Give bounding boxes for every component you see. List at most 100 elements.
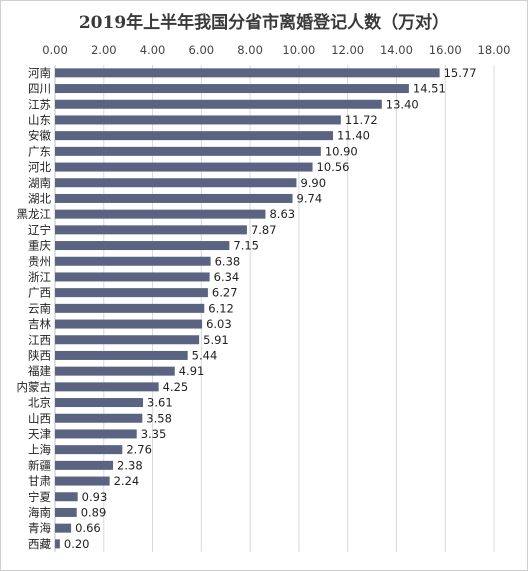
bar [55,539,60,549]
data-label: 9.74 [297,191,323,205]
category-label: 吉林 [28,317,51,331]
bar [55,115,341,125]
x-tick-label: 2.00 [91,43,117,57]
x-tick-label: 16.00 [429,43,462,57]
bar [55,84,409,94]
data-label: 6.34 [214,270,240,284]
category-label: 江西 [28,333,51,347]
category-label: 重庆 [28,239,51,253]
category-label: 贵州 [28,254,51,268]
data-label: 0.93 [82,490,108,504]
bar [55,256,211,266]
category-label: 青海 [28,521,51,535]
bar [55,476,110,486]
category-label: 辽宁 [28,223,51,237]
data-label: 4.25 [163,380,189,394]
category-label: 广西 [28,286,51,300]
bar [55,288,208,298]
data-label: 8.63 [269,207,295,221]
category-label: 北京 [28,396,51,410]
category-label: 上海 [28,443,51,457]
x-tick-label: 12.00 [331,43,364,57]
category-label: 福建 [28,364,51,378]
data-label: 0.20 [64,537,90,551]
bar [55,413,143,423]
data-label: 3.58 [146,411,172,425]
bar [55,303,205,313]
category-label: 广东 [28,144,51,158]
data-label: 5.91 [203,333,229,347]
data-label: 2.76 [126,443,152,457]
data-label: 15.77 [444,66,477,80]
bar [55,272,210,282]
chart-title: 2019年上半年我国分省市离婚登记人数（万对） [78,13,450,33]
category-label: 陕西 [28,348,51,362]
data-label: 11.40 [337,129,370,143]
category-label: 新疆 [28,458,51,472]
category-label: 山东 [28,113,51,127]
data-label: 11.72 [345,113,378,127]
bar [55,445,123,455]
category-label: 安徽 [28,129,51,143]
bar [55,335,200,345]
category-label: 湖北 [28,191,51,205]
data-label: 4.91 [179,364,205,378]
bar [55,209,266,219]
bar [55,460,114,470]
bar [55,193,293,203]
bar [55,382,159,392]
category-label: 浙江 [28,270,51,284]
category-label: 天津 [28,427,51,441]
category-label: 江苏 [28,97,51,111]
data-label: 7.87 [251,223,277,237]
category-label: 云南 [28,301,51,315]
bar [55,350,188,360]
data-label: 13.40 [386,97,419,111]
category-label: 山西 [28,411,51,425]
category-label: 河南 [28,66,51,80]
category-label: 内蒙古 [17,380,52,394]
data-label: 0.66 [75,521,101,535]
category-label: 甘肃 [28,474,51,488]
category-label: 海南 [28,505,51,519]
category-label: 黑龙江 [17,207,52,221]
data-label: 14.51 [413,82,446,96]
bar [55,146,321,156]
x-tick-label: 6.00 [189,43,215,57]
data-label: 6.03 [206,317,232,331]
bar [55,131,334,141]
x-tick-label: 10.00 [282,43,315,57]
data-label: 2.24 [114,474,140,488]
category-label: 宁夏 [28,490,51,504]
bar [55,319,203,329]
category-label: 湖南 [28,176,51,190]
data-label: 3.61 [147,396,173,410]
x-tick-label: 18.00 [478,43,511,57]
data-label: 9.90 [300,176,326,190]
bar [55,68,440,78]
bar [55,492,78,502]
bar [55,398,144,408]
data-label: 3.35 [141,427,167,441]
data-label: 2.38 [117,458,143,472]
data-label: 6.27 [212,286,238,300]
category-label: 西藏 [28,537,51,551]
category-label: 河北 [28,160,51,174]
bar [55,366,175,376]
data-label: 6.12 [208,301,234,315]
bar [55,162,313,172]
bar [55,178,297,188]
data-label: 0.89 [81,505,107,519]
bar [55,241,230,251]
x-tick-label: 8.00 [237,43,263,57]
x-tick-label: 0.00 [42,43,68,57]
data-label: 5.44 [192,348,218,362]
bar [55,225,247,235]
x-tick-label: 4.00 [140,43,166,57]
bar [55,99,382,109]
bar [55,523,72,533]
data-label: 6.38 [215,254,241,268]
category-label: 四川 [28,82,51,96]
